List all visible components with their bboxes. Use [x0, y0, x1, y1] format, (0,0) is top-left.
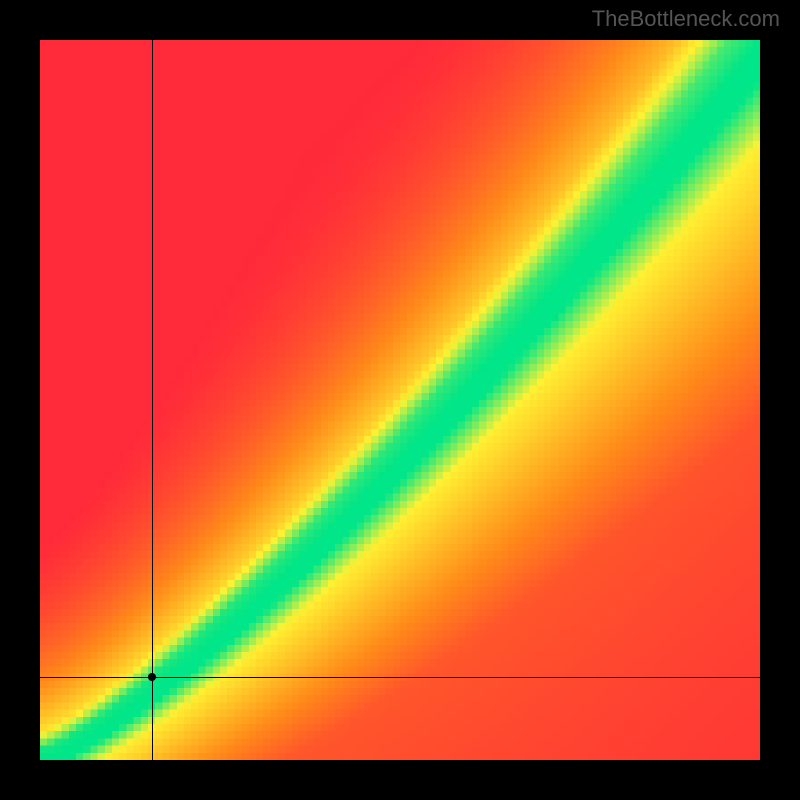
- watermark-text: TheBottleneck.com: [592, 6, 780, 32]
- crosshair-vertical: [152, 40, 153, 760]
- crosshair-marker-dot: [148, 673, 156, 681]
- heatmap-plot: [40, 40, 760, 760]
- heatmap-canvas: [40, 40, 760, 760]
